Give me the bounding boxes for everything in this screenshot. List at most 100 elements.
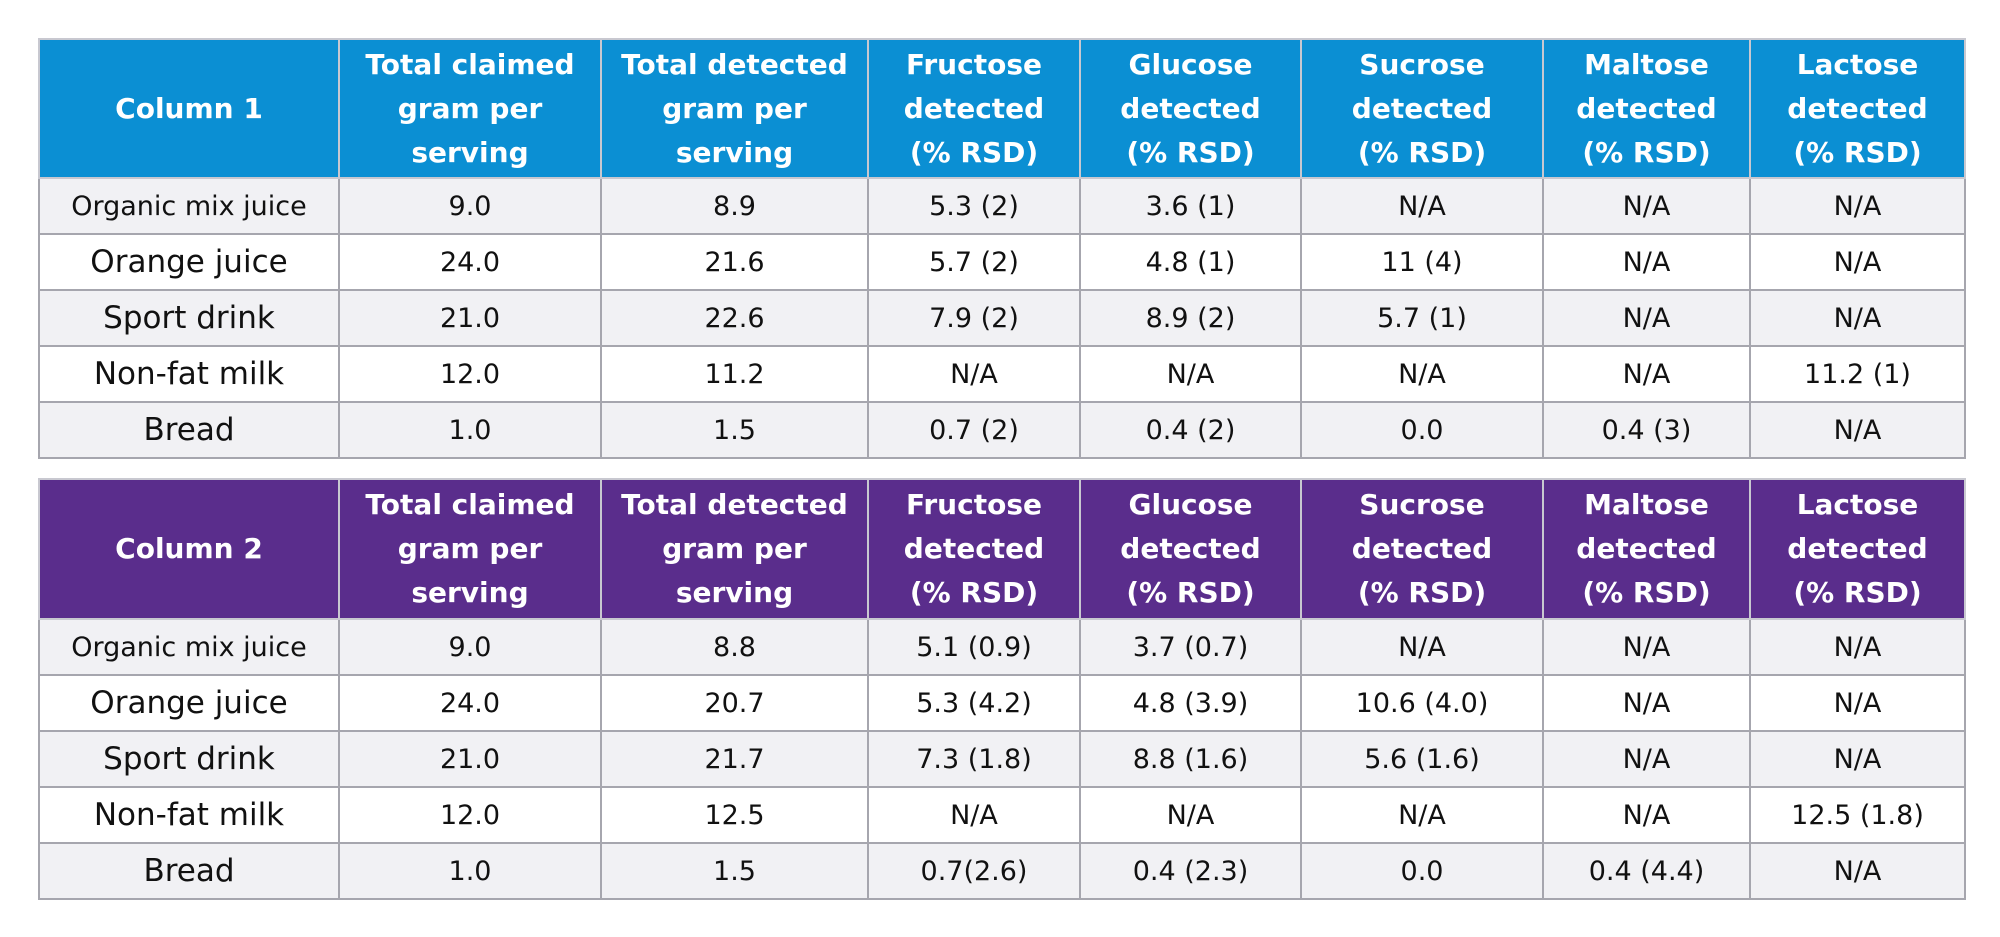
header-cell: Fructose detected (% RSD) — [867, 478, 1081, 620]
table-row: Sport drink 21.0 21.7 7.3 (1.8) 8.8 (1.6) 5.6… — [38, 730, 1966, 788]
header-line: (% RSD) — [909, 135, 1039, 169]
header-cell: Glucose detected (% RSD) — [1079, 38, 1302, 179]
cell: 12.0 — [338, 786, 602, 844]
cell: 0.4 (3) — [1542, 401, 1751, 459]
header-cell: Maltose detected (% RSD) — [1542, 478, 1751, 620]
cell: 9.0 — [338, 618, 602, 676]
cell: 12.5 — [600, 786, 869, 844]
header-line: Column 2 — [115, 532, 263, 565]
cell: 12.5 (1.8) — [1749, 786, 1966, 844]
header-line: gram per — [662, 532, 807, 565]
table-row: Non-fat milk 12.0 12.5 N/A N/A N/A N/A 12.5 (1.… — [38, 786, 1966, 844]
cell: 21.6 — [600, 233, 869, 291]
row-label: Bread — [38, 842, 340, 900]
cell: 0.4 (2) — [1079, 401, 1302, 459]
cell: N/A — [1300, 786, 1544, 844]
row-label: Orange juice — [38, 674, 340, 732]
header-row: Column 1 Total claimed gram per serving Tota… — [38, 38, 1966, 179]
cell: 11.2 (1) — [1749, 345, 1966, 403]
header-line: detected — [1351, 91, 1493, 125]
cell: 5.3 (4.2) — [867, 674, 1081, 732]
cell: 10.6 (4.0) — [1300, 674, 1544, 732]
header-row: Column 2 Total claimed gram per serving Tota… — [38, 478, 1966, 620]
cell: 0.7(2.6) — [867, 842, 1081, 900]
header-cell: Sucrose detected (% RSD) — [1300, 478, 1544, 620]
header-line: detected — [1576, 91, 1717, 125]
cell: 8.8 — [600, 618, 869, 676]
cell: 1.5 — [600, 842, 869, 900]
cell: 21.0 — [338, 289, 602, 347]
header-line: Fructose — [906, 488, 1042, 521]
header-cell: Column 1 — [38, 38, 340, 179]
header-line: (% RSD) — [1126, 135, 1255, 169]
cell: 3.7 (0.7) — [1079, 618, 1302, 676]
cell: 21.7 — [600, 730, 869, 788]
table-row: Organic mix juice 9.0 8.8 5.1 (0.9) 3.7 (0.7… — [38, 618, 1966, 676]
header-cell: Lactose detected (% RSD) — [1749, 478, 1966, 620]
cell: 5.3 (2) — [867, 177, 1081, 235]
header-line: (% RSD) — [1357, 576, 1487, 609]
cell: 21.0 — [338, 730, 602, 788]
header-line: (% RSD) — [1582, 135, 1711, 169]
cell: 5.7 (2) — [867, 233, 1081, 291]
table-row: Bread 1.0 1.5 0.7(2.6) 0.4 (2.3) 0.0 0.4 (4.4)… — [38, 842, 1966, 900]
row-label: Sport drink — [38, 730, 340, 788]
cell: N/A — [1542, 345, 1751, 403]
cell: N/A — [1542, 233, 1751, 291]
header-line: Lactose — [1796, 47, 1919, 81]
cell: 1.0 — [338, 842, 602, 900]
cell: N/A — [1300, 618, 1544, 676]
cell: 4.8 (3.9) — [1079, 674, 1302, 732]
header-line: detected — [903, 91, 1045, 125]
cell: N/A — [1542, 786, 1751, 844]
header-line: serving — [675, 576, 794, 609]
header-line: serving — [411, 135, 529, 169]
row-label: Bread — [38, 401, 340, 459]
cell: 8.9 (2) — [1079, 289, 1302, 347]
cell: N/A — [1542, 289, 1751, 347]
header-line: Sucrose — [1359, 47, 1485, 81]
cell: 11.2 — [600, 345, 869, 403]
cell: 3.6 (1) — [1079, 177, 1302, 235]
header-line: gram per — [397, 532, 543, 565]
header-line: Total claimed — [365, 47, 575, 81]
header-line: Total detected — [621, 488, 848, 521]
table-row: Sport drink 21.0 22.6 7.9 (2) 8.9 (2) 5.7 (1)… — [38, 289, 1966, 347]
table-row: Non-fat milk 12.0 11.2 N/A N/A N/A N/A 11.2 (1) — [38, 345, 1966, 403]
header-line: (% RSD) — [1793, 135, 1922, 169]
row-label: Non-fat milk — [38, 786, 340, 844]
header-cell: Total detected gram per serving — [600, 478, 869, 620]
header-cell: Fructose detected (% RSD) — [867, 38, 1081, 179]
cell: 1.0 — [338, 401, 602, 459]
cell: N/A — [1542, 618, 1751, 676]
header-line: Total claimed — [365, 488, 575, 521]
cell: N/A — [1079, 345, 1302, 403]
header-line: Maltose — [1584, 488, 1709, 521]
data-table: Column 2 Total claimed gram per serving Tota… — [38, 478, 1966, 900]
cell: 5.7 (1) — [1300, 289, 1544, 347]
cell: 8.9 — [600, 177, 869, 235]
header-line: Glucose — [1128, 488, 1253, 521]
cell: N/A — [1542, 730, 1751, 788]
header-line: (% RSD) — [1582, 576, 1711, 609]
header-line: detected — [1787, 532, 1928, 565]
cell: N/A — [867, 345, 1081, 403]
cell: 1.5 — [600, 401, 869, 459]
cell: N/A — [1749, 674, 1966, 732]
cell: 0.4 (4.4) — [1542, 842, 1751, 900]
cell: 7.3 (1.8) — [867, 730, 1081, 788]
header-line: gram per — [662, 91, 807, 125]
table-row: Orange juice 24.0 21.6 5.7 (2) 4.8 (1) 11 (4)… — [38, 233, 1966, 291]
header-line: Column 1 — [115, 91, 263, 125]
header-line: Lactose — [1796, 488, 1919, 521]
cell: 0.7 (2) — [867, 401, 1081, 459]
cell: N/A — [1749, 730, 1966, 788]
cell: 20.7 — [600, 674, 869, 732]
cell: 5.1 (0.9) — [867, 618, 1081, 676]
header-line: (% RSD) — [909, 576, 1039, 609]
header-line: detected — [1576, 532, 1717, 565]
header-line: detected — [1787, 91, 1928, 125]
header-line: serving — [675, 135, 794, 169]
header-cell: Total claimed gram per serving — [338, 38, 602, 179]
row-label: Non-fat milk — [38, 345, 340, 403]
